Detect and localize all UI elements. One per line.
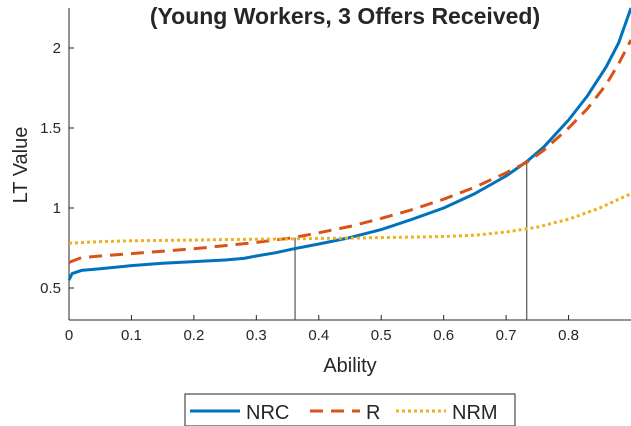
y-tick-label: 0.5: [40, 280, 61, 297]
x-tick-label: 0.1: [121, 327, 142, 344]
x-tick-label: 0.6: [433, 327, 454, 344]
x-tick-label: 0.8: [558, 327, 579, 344]
series-lines: [67, 7, 631, 281]
legend: NRC R NRM: [184, 393, 516, 426]
legend-item-r: R: [310, 402, 380, 424]
y-tick-label: 1.5: [40, 120, 61, 137]
reference-lines: [294, 161, 528, 320]
y-tick-label: 1: [53, 200, 61, 217]
x-tick-label: 0: [65, 327, 73, 344]
chart-title: (Young Workers, 3 Offers Received): [150, 3, 540, 29]
legend-label-r: R: [366, 402, 380, 424]
legend-item-nrc: NRC: [190, 402, 289, 424]
series-line-nrc: [67, 7, 631, 281]
x-tick-label: 0.7: [496, 327, 517, 344]
x-tick-label: 0.2: [183, 327, 204, 344]
legend-label-nrc: NRC: [246, 402, 289, 424]
legend-label-nrm: NRM: [452, 402, 498, 424]
legend-item-nrm: NRM: [396, 402, 498, 424]
series-line-r: [68, 39, 631, 264]
x-axis-label: Ability: [323, 355, 376, 377]
series-line-nrm: [68, 192, 631, 245]
x-ticks: 0 0.1 0.2 0.3 0.4 0.5 0.6 0.7 0.8: [65, 315, 579, 344]
y-tick-label: 2: [53, 40, 61, 57]
y-ticks: 0.5 1 1.5 2: [40, 40, 74, 297]
x-tick-label: 0.3: [246, 327, 267, 344]
x-tick-label: 0.5: [371, 327, 392, 344]
plot-area: 0 0.1 0.2 0.3 0.4 0.5 0.6 0.7 0.8 0.5 1 1.5 2: [40, 7, 631, 344]
x-tick-label: 0.4: [308, 327, 329, 344]
y-axis-label: LT Value: [10, 127, 32, 204]
